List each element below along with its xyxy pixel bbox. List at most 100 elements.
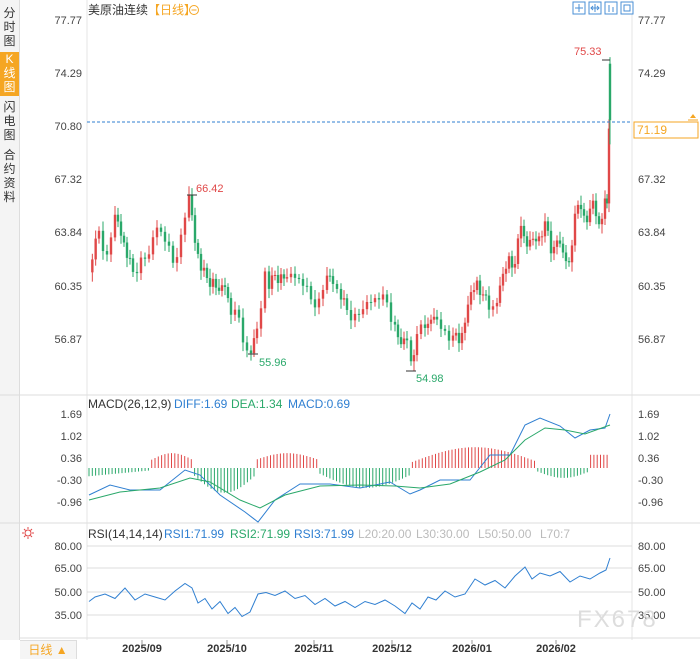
bar-chart-icon[interactable] <box>604 1 618 15</box>
candle-body <box>510 256 514 268</box>
tab-contract-info[interactable]: 合约资料 <box>3 148 16 204</box>
candle-body <box>546 221 550 231</box>
expand-icon[interactable] <box>620 1 634 15</box>
candle-body <box>415 334 419 356</box>
candle-body <box>155 227 159 238</box>
candle-body <box>285 277 289 279</box>
candle-body <box>217 287 221 291</box>
candle-body <box>223 285 227 287</box>
candle-body <box>353 313 357 321</box>
candle-body <box>252 338 256 354</box>
candle-body <box>187 194 191 218</box>
macd-tick: 1.02 <box>61 431 82 443</box>
rsi-tick: 50.00 <box>54 587 82 599</box>
candle-body <box>393 321 397 325</box>
candle-body <box>373 298 377 303</box>
candle-body <box>276 274 280 284</box>
low1-label: 55.96 <box>259 357 287 369</box>
candle-body <box>585 215 589 223</box>
candle-body <box>570 245 574 263</box>
candle-body <box>501 273 505 286</box>
candle-body <box>335 283 339 289</box>
candle-body <box>196 242 200 254</box>
candle-body <box>325 275 329 290</box>
price-arrow-icon <box>688 114 698 121</box>
macd-value: MACD:0.69 <box>288 397 350 411</box>
candle-body <box>558 240 562 244</box>
rsi-tick: 80.00 <box>638 541 666 553</box>
circle-minus-icon[interactable] <box>189 5 199 15</box>
indicator-lines <box>88 413 611 618</box>
period-label[interactable]: 【日线】 <box>148 3 196 17</box>
high-label: 75.33 <box>574 46 602 58</box>
rsi-params: RSI(14,14,14) <box>88 527 163 541</box>
candle-body <box>313 299 317 308</box>
candle-body <box>331 276 335 284</box>
candle-body <box>487 295 491 310</box>
macd-tick: -0.96 <box>57 497 82 509</box>
rsi-line <box>88 557 611 618</box>
candle-body <box>443 328 447 331</box>
candle-body <box>109 237 113 255</box>
candle-body <box>241 317 245 343</box>
candle-body <box>139 257 143 274</box>
macd-dea: DEA:1.34 <box>231 397 283 411</box>
price-tick: 77.77 <box>54 15 82 27</box>
candle-body <box>564 252 568 262</box>
sun-icon[interactable] <box>22 527 34 539</box>
rsi-l70: L70:7 <box>540 527 570 541</box>
candle-body <box>116 214 120 222</box>
candle-body <box>128 257 132 259</box>
candle-body <box>342 298 346 300</box>
price-tick: 56.87 <box>54 334 82 346</box>
candle-body <box>125 242 129 258</box>
candle-body <box>419 324 423 335</box>
candle-body <box>447 330 451 341</box>
candle-body <box>588 208 592 223</box>
date-tick: 2026/01 <box>452 643 492 655</box>
price-tick: 60.35 <box>54 281 82 293</box>
candle-body <box>105 251 109 255</box>
candle-body <box>472 290 476 293</box>
candle-body <box>122 235 126 243</box>
rsi3-value: RSI3:71.99 <box>294 527 354 541</box>
candle-body <box>561 243 565 253</box>
price-tick: 74.29 <box>54 68 82 80</box>
candle-body <box>297 277 301 280</box>
price-tick: 77.77 <box>638 15 666 27</box>
tab-time-share[interactable]: 分时图 <box>3 6 16 48</box>
candle-body <box>214 278 218 288</box>
candle-body <box>328 275 332 277</box>
macd-histogram <box>88 447 608 493</box>
macd-axis-left: 1.69 1.02 0.36 -0.30 -0.96 <box>57 409 82 509</box>
tab-flash[interactable]: 闪电图 <box>3 100 16 142</box>
candle-body <box>579 204 583 210</box>
candle-body <box>507 256 511 269</box>
rsi1-value: RSI1:71.99 <box>164 527 224 541</box>
move-icon[interactable] <box>588 1 602 15</box>
period-switch-button[interactable]: 日线 ▲ <box>20 640 77 659</box>
candle-body <box>279 274 283 284</box>
candle-body <box>143 257 147 259</box>
price-tick: 60.35 <box>638 281 666 293</box>
candle-body <box>159 227 163 232</box>
candle-body <box>131 258 135 272</box>
candle-body <box>409 340 413 362</box>
macd-tick: 0.36 <box>61 453 82 465</box>
candle-body <box>163 231 167 242</box>
candle-body <box>531 238 535 240</box>
watermark: FX678 <box>577 606 658 633</box>
candle-body <box>543 221 547 237</box>
candle-body <box>309 286 313 300</box>
candle-body <box>528 239 532 247</box>
crosshair-icon[interactable] <box>572 1 586 15</box>
rsi-l30: L30:30.00 <box>416 527 470 541</box>
candle-body <box>245 342 249 351</box>
candle-body <box>385 294 389 303</box>
candle-body <box>484 294 488 296</box>
candle-body <box>263 271 267 309</box>
candle-body <box>457 332 461 344</box>
candle-body <box>597 216 601 225</box>
